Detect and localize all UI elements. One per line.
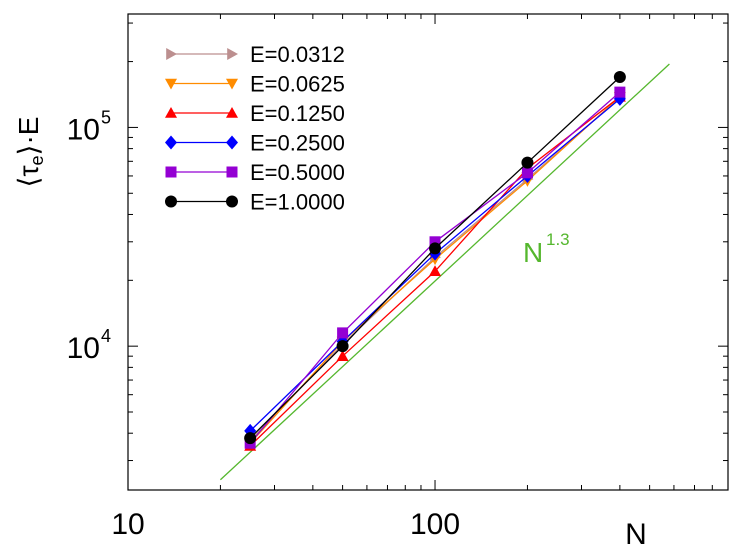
reference-line-exponent: 1.3	[546, 230, 570, 249]
reference-line: N 1.3	[219, 63, 670, 481]
data-series	[244, 71, 626, 451]
data-point	[521, 156, 534, 169]
legend-marker	[226, 78, 238, 90]
y-axis-label-close: ⟩·E	[13, 117, 44, 156]
reference-line-path	[219, 63, 670, 481]
legend-label: E=0.2500	[250, 131, 345, 156]
legend-entry: E=0.1250	[165, 101, 345, 126]
x-tick-label: 100	[410, 508, 460, 541]
y-tick-label: 10	[67, 332, 100, 365]
legend-entry: E=0.0625	[165, 72, 345, 97]
plot-area	[127, 13, 729, 491]
legend-marker	[226, 135, 238, 150]
legend-marker	[226, 107, 238, 118]
axis-ticks	[127, 14, 729, 490]
series-5	[244, 71, 626, 445]
plot-frame	[127, 13, 729, 491]
data-point	[337, 327, 349, 339]
y-axis-label-sub: e	[27, 155, 47, 165]
legend-entry: E=0.2500	[165, 131, 345, 156]
data-point	[521, 167, 533, 179]
legend-label: E=0.5000	[250, 160, 345, 185]
legend: E=0.0312 E=0.0625 E=0.1250 E=0.2500 E=0.5000…	[165, 42, 345, 215]
y-axis-label-open: ⟨	[13, 177, 44, 188]
x-axis-label: N	[625, 518, 647, 550]
legend-entry: E=0.5000	[165, 160, 345, 185]
legend-label: E=0.1250	[250, 101, 345, 126]
legend-marker	[165, 107, 177, 118]
x-tick-label: 10	[111, 508, 144, 541]
legend-marker	[227, 48, 238, 60]
data-point	[429, 242, 442, 255]
data-point	[244, 432, 257, 445]
data-point	[614, 86, 626, 98]
legend-marker	[226, 166, 238, 178]
data-point	[336, 350, 349, 361]
legend-label: E=0.0312	[250, 42, 345, 67]
data-point	[429, 265, 442, 277]
legend-label: E=1.0000	[250, 190, 345, 215]
y-axis-label-symbol: τ	[13, 165, 44, 176]
legend-label: E=0.0625	[250, 72, 345, 97]
y-tick-exponent: 4	[101, 326, 111, 346]
legend-entry: E=0.0312	[166, 42, 345, 67]
data-point	[429, 236, 441, 248]
data-point	[613, 71, 626, 84]
legend-marker	[165, 78, 177, 90]
legend-marker	[165, 166, 177, 178]
reference-line-label: N	[523, 237, 543, 268]
legend-marker	[165, 195, 177, 208]
data-point	[336, 340, 349, 353]
y-axis-label: ⟨τe⟩·E	[13, 117, 47, 188]
legend-marker	[166, 48, 177, 60]
y-tick-exponent: 5	[101, 107, 111, 127]
legend-entry: E=1.0000	[165, 190, 345, 215]
legend-marker	[165, 135, 177, 150]
legend-marker	[226, 195, 238, 208]
y-tick-label: 10	[67, 113, 100, 146]
